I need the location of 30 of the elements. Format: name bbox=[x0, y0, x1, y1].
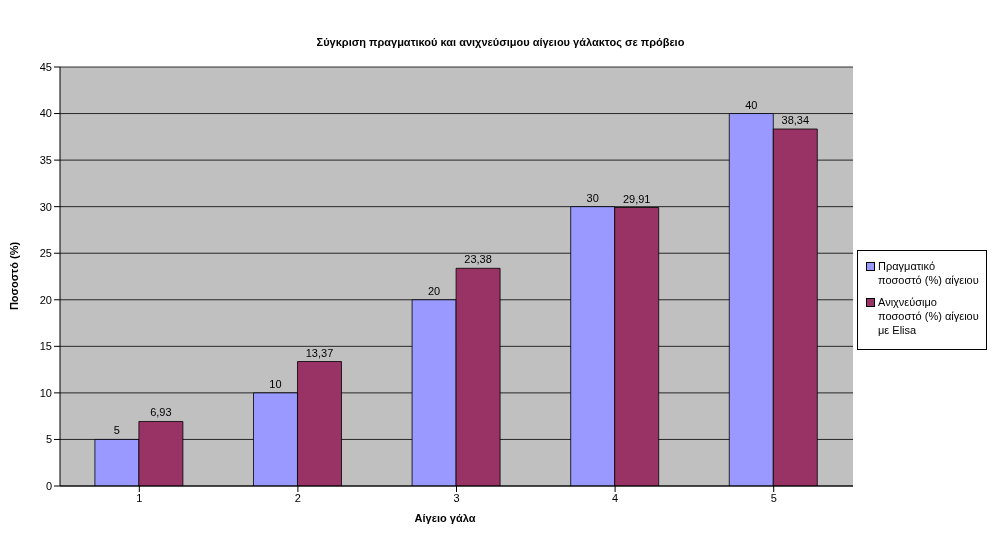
y-tick-label: 25 bbox=[39, 247, 52, 260]
x-tick-label: 1 bbox=[136, 491, 143, 504]
chart-title: Σύγκριση πραγματικού και ανιχνεύσιμου αίγειου γάλακτος σε πρόβειο bbox=[315, 36, 686, 48]
y-tick-label: 5 bbox=[45, 433, 52, 446]
legend-label: Πραγματικό ποσοστό (%) αίγειου bbox=[878, 259, 980, 287]
data-label: 5 bbox=[113, 424, 120, 437]
data-label: 6,93 bbox=[150, 406, 172, 419]
data-label: 40 bbox=[745, 98, 758, 111]
y-axis-title: Ποσοστό (%) bbox=[8, 241, 20, 311]
x-tick-label: 4 bbox=[612, 491, 619, 504]
legend-label: Ανιχνεύσιμο ποσοστό (%) αίγειου με Elisa bbox=[878, 295, 980, 337]
data-label: 30 bbox=[586, 191, 599, 204]
y-tick-label: 35 bbox=[39, 154, 52, 167]
data-label: 23,38 bbox=[464, 253, 492, 266]
x-tick-label: 2 bbox=[294, 491, 301, 504]
y-tick-label: 15 bbox=[39, 340, 52, 353]
x-axis-title: Αίγειο γάλα bbox=[414, 512, 476, 524]
y-tick-label: 40 bbox=[39, 107, 52, 120]
data-label: 10 bbox=[269, 377, 282, 390]
y-tick-label: 0 bbox=[45, 479, 52, 492]
x-tick-label: 5 bbox=[770, 491, 777, 504]
data-label: 13,37 bbox=[305, 346, 334, 359]
y-tick-label: 20 bbox=[39, 293, 52, 306]
y-tick-label: 10 bbox=[39, 386, 52, 399]
data-label: 38,34 bbox=[781, 114, 810, 127]
y-tick-label: 30 bbox=[39, 200, 52, 213]
x-tick-label: 3 bbox=[453, 491, 460, 504]
data-label: 20 bbox=[427, 284, 441, 297]
y-tick-label: 45 bbox=[39, 60, 52, 73]
data-label: 29,91 bbox=[622, 192, 651, 205]
